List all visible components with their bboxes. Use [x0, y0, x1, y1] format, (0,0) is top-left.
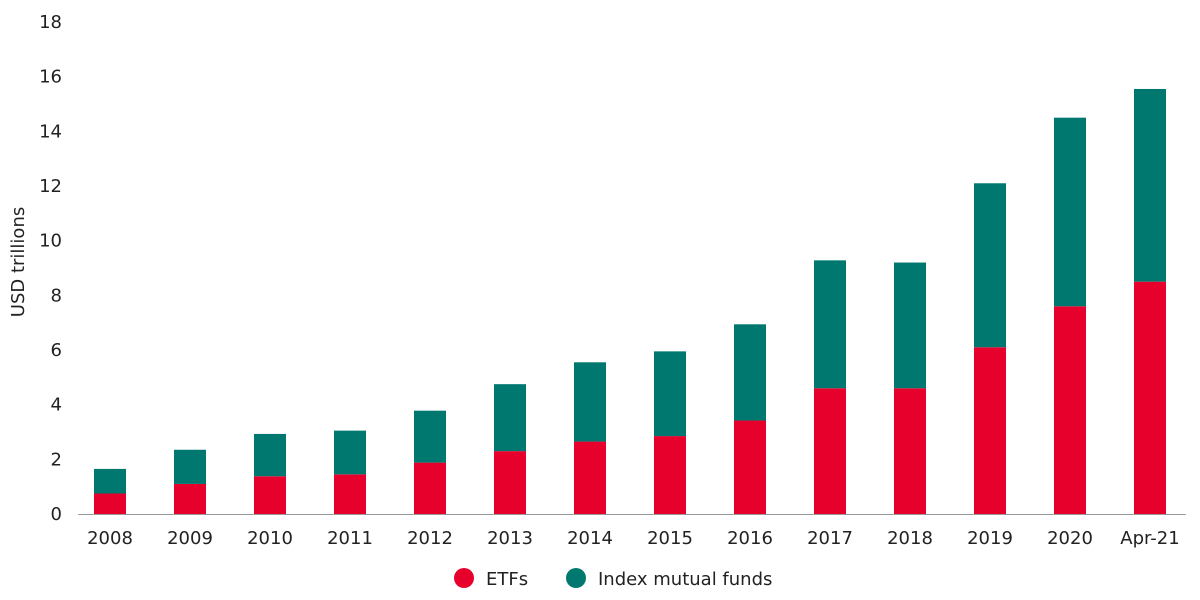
bar-etfs-2020	[1054, 306, 1086, 514]
bar-etfs-2018	[894, 388, 926, 514]
bars	[94, 88, 1166, 514]
x-tick-label: 2011	[327, 528, 373, 549]
x-tick-label: 2010	[247, 528, 293, 549]
bar-etfs-2008	[94, 493, 126, 514]
bar-etfs-2010	[254, 476, 286, 514]
y-tick-label: 10	[39, 231, 62, 252]
y-axis-label: USD trillions	[8, 207, 29, 317]
y-tick-label: 8	[51, 285, 62, 306]
x-tick-label: 2013	[487, 528, 533, 549]
x-tick-label: 2009	[167, 528, 213, 549]
y-tick-label: 18	[39, 12, 62, 33]
y-tick-label: 0	[51, 504, 62, 525]
bar-index-mutual-funds-2014	[574, 362, 606, 442]
bar-index-mutual-funds-2013	[494, 384, 526, 452]
bar-index-mutual-funds-2009	[174, 449, 206, 484]
bar-index-mutual-funds-2019	[974, 183, 1006, 348]
legend: ETFs Index mutual funds	[454, 568, 772, 590]
x-tick-label: 2016	[727, 528, 773, 549]
bar-etfs-2015	[654, 436, 686, 514]
legend-swatch-etfs	[454, 568, 474, 588]
bar-index-mutual-funds-2011	[334, 430, 366, 475]
bar-etfs-apr-21	[1134, 281, 1166, 514]
x-tick-label: 2019	[967, 528, 1013, 549]
bar-index-mutual-funds-2008	[94, 468, 126, 494]
x-axis: 2008 2009 2010 2011 2012 2013 2014 2015 2016 2017…	[87, 528, 1180, 549]
bar-etfs-2013	[494, 451, 526, 514]
y-tick-label: 14	[39, 121, 62, 142]
bar-index-mutual-funds-2012	[414, 410, 446, 463]
bar-etfs-2019	[974, 347, 1006, 514]
legend-label: ETFs	[486, 569, 528, 590]
bar-etfs-2012	[414, 462, 446, 514]
y-tick-label: 4	[51, 395, 62, 416]
x-tick-label: 2017	[807, 528, 853, 549]
y-axis: 0 2 4 6 8 10 12 14 16 18	[39, 12, 62, 525]
legend-label: Index mutual funds	[598, 569, 772, 590]
bar-index-mutual-funds-2016	[734, 324, 766, 421]
x-tick-label: Apr-21	[1120, 528, 1179, 549]
x-tick-label: 2012	[407, 528, 453, 549]
bar-etfs-2009	[174, 483, 206, 514]
bar-index-mutual-funds-2020	[1054, 117, 1086, 307]
bar-etfs-2016	[734, 420, 766, 514]
bar-etfs-2017	[814, 388, 846, 514]
bar-index-mutual-funds-2010	[254, 433, 286, 477]
x-tick-label: 2020	[1047, 528, 1093, 549]
bar-index-mutual-funds-2017	[814, 260, 846, 389]
x-tick-label: 2015	[647, 528, 693, 549]
y-tick-label: 6	[51, 340, 62, 361]
bar-etfs-2011	[334, 474, 366, 514]
bar-index-mutual-funds-apr-21	[1134, 88, 1166, 282]
y-tick-label: 16	[39, 67, 62, 88]
bar-index-mutual-funds-2018	[894, 262, 926, 389]
x-tick-label: 2018	[887, 528, 933, 549]
x-tick-label: 2008	[87, 528, 133, 549]
bar-etfs-2014	[574, 441, 606, 514]
y-tick-label: 2	[51, 449, 62, 470]
x-tick-label: 2014	[567, 528, 613, 549]
bar-index-mutual-funds-2015	[654, 351, 686, 437]
legend-swatch-index-mutual-funds	[566, 568, 586, 588]
y-tick-label: 12	[39, 176, 62, 197]
